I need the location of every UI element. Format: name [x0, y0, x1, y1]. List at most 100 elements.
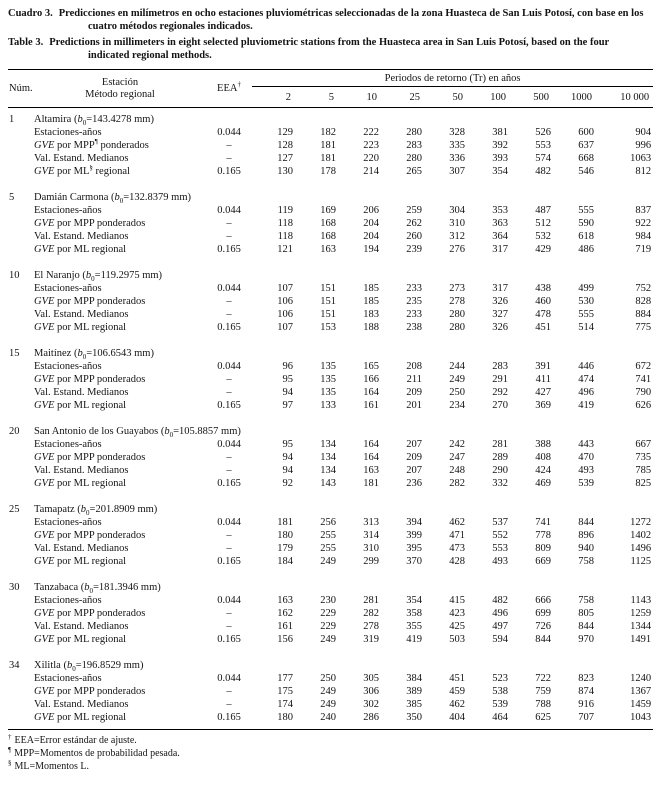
value-cell: 180: [277, 712, 293, 723]
method-row: GVE por MPP¶ ponderados – 128 181 223 283 335 3…: [8, 139, 653, 152]
method-row: GVE por ML regional 0.165 156 249 319 419 503 5…: [8, 633, 653, 646]
eea-value: 0.165: [217, 712, 241, 723]
num-spacer-cell: [8, 139, 34, 152]
value-cell: 423: [449, 608, 465, 619]
method-row: Estaciones-años 0.044 181 256 313 394 462 537 74…: [8, 516, 653, 529]
value-cell: 451: [535, 322, 551, 333]
method-italic: GVE: [34, 686, 55, 697]
caption-es: Cuadro 3. Predicciones en milímetros en o…: [8, 7, 653, 33]
value-cell: 970: [578, 634, 594, 645]
eea-value: –: [226, 452, 232, 463]
value-cell: 249: [320, 686, 336, 697]
value-cell: 428: [449, 556, 465, 567]
value-cell: 546: [578, 166, 594, 177]
value-cell: 133: [320, 400, 336, 411]
num-spacer-cell: [8, 698, 34, 711]
tr-col-header: 500: [533, 92, 549, 103]
method-italic: GVE: [34, 296, 55, 307]
value-cell: 95: [282, 374, 294, 385]
num-spacer-cell: [8, 243, 34, 256]
value-cell: 788: [535, 699, 551, 710]
value-cell: 307: [449, 166, 465, 177]
value-cell: 590: [578, 218, 594, 229]
b0-symbol: b: [66, 660, 73, 671]
value-cell: 128: [277, 140, 293, 151]
value-cell: 735: [635, 452, 652, 463]
method-label: Val. Estand. Medianos: [34, 465, 129, 476]
value-cell: 278: [449, 296, 465, 307]
value-cell: 166: [363, 374, 379, 385]
value-cell: 874: [578, 686, 594, 697]
value-cell: 310: [449, 218, 465, 229]
value-cell: 523: [492, 673, 508, 684]
value-cell: 326: [492, 296, 508, 307]
value-cell: 350: [406, 712, 422, 723]
method-label: GVE por MPP¶ ponderados: [34, 139, 149, 151]
tr-col-header: 10 000: [620, 92, 650, 103]
method-label: GVE por ML regional: [34, 478, 127, 489]
method-label: Val. Estand. Medianos: [34, 231, 129, 242]
station-name: El Naranjo (b0=119.2975 mm): [34, 270, 163, 282]
tr-col-header: 50: [452, 92, 464, 103]
group-spacer: [8, 334, 653, 347]
method-italic: GVE: [34, 218, 55, 229]
value-cell: 389: [406, 686, 422, 697]
value-cell: 164: [363, 452, 379, 463]
value-cell: 313: [363, 517, 379, 528]
value-cell: 758: [578, 556, 594, 567]
eea-value: 0.165: [217, 322, 241, 333]
value-cell: 404: [449, 712, 465, 723]
eea-value: –: [226, 296, 232, 307]
station-name: San Antonio de los Guayabos (b0=105.8857…: [34, 426, 241, 438]
value-cell: 741: [635, 374, 652, 385]
method-label: Estaciones-años: [34, 673, 102, 684]
value-cell: 363: [492, 218, 508, 229]
value-cell: 175: [277, 686, 293, 697]
value-cell: 385: [406, 699, 422, 710]
value-cell: 234: [449, 400, 465, 411]
tr-col-header: 2: [285, 92, 291, 103]
value-cell: 326: [492, 322, 508, 333]
eea-value: 0.044: [217, 595, 241, 606]
value-cell: 209: [406, 452, 422, 463]
value-cell: 156: [277, 634, 293, 645]
value-cell: 281: [492, 439, 508, 450]
b0-subscript: 0: [119, 197, 124, 204]
value-cell: 555: [578, 309, 594, 320]
method-italic: GVE: [34, 608, 55, 619]
value-cell: 419: [578, 400, 594, 411]
num-spacer-cell: [8, 633, 34, 646]
value-cell: 181: [320, 153, 336, 164]
value-cell: 161: [363, 400, 379, 411]
value-cell: 594: [492, 634, 508, 645]
value-cell: 327: [492, 309, 508, 320]
value-cell: 233: [406, 283, 422, 294]
caption-en: Table 3. Predictions in millimeters in ei…: [8, 36, 653, 62]
value-cell: 204: [363, 231, 379, 242]
method-italic: GVE: [34, 634, 55, 645]
eea-value: –: [226, 465, 232, 476]
value-cell: 332: [492, 478, 508, 489]
header-row-1: Núm. Estación Método regional EEA† Perio…: [8, 69, 654, 100]
col-header-periods: Periodos de retorno (Tr) en años: [252, 69, 654, 87]
value-cell: 206: [363, 205, 379, 216]
eea-value: –: [226, 374, 232, 385]
value-cell: 317: [492, 283, 508, 294]
station-name: Tamapatz (b0=201.8909 mm): [34, 504, 158, 516]
num-spacer-cell: [8, 529, 34, 542]
value-cell: 462: [449, 517, 465, 528]
station-header-row: 5 Damián Carmona (b0=132.8379 mm): [8, 191, 653, 204]
method-label: GVE por MPP ponderados: [34, 296, 146, 307]
method-row: Val. Estand. Medianos – 127 181 220 280 336 393…: [8, 152, 653, 165]
value-cell: 399: [406, 530, 422, 541]
header-row-tr-values: 2 5 10 25 50 100 500 1000 10 000: [8, 87, 653, 108]
value-cell: 181: [320, 140, 336, 151]
value-cell: 478: [535, 309, 551, 320]
value-cell: 722: [535, 673, 551, 684]
method-row: GVE por ML regional 0.165 97 133 161 201 234 27…: [8, 399, 653, 412]
value-cell: 211: [406, 374, 422, 385]
num-spacer-cell: [8, 711, 34, 724]
value-cell: 179: [277, 543, 293, 554]
method-row: GVE por ML regional 0.165 184 249 299 370 428 4…: [8, 555, 653, 568]
eea-value: –: [226, 218, 232, 229]
